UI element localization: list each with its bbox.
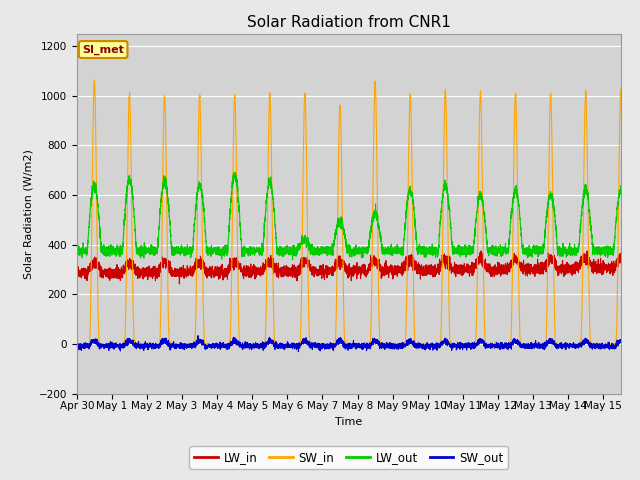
LW_in [570,268,577,274]
LW_out [217,251,225,257]
LW_out [231,169,239,175]
LW_in [175,281,183,287]
LW_out [570,250,577,256]
LW_in [477,248,485,254]
SW_out [73,346,81,352]
SW_in [91,77,99,83]
Y-axis label: Solar Radiation (W/m2): Solar Radiation (W/m2) [23,149,33,278]
SW_in [529,345,536,351]
LW_in [73,273,81,279]
SW_out [570,340,577,346]
SW_in [217,343,225,348]
SW_out [294,349,302,355]
LW_out [617,183,625,189]
SW_in [115,343,122,348]
SW_out [195,333,202,338]
Line: SW_in: SW_in [77,80,621,348]
Text: SI_met: SI_met [82,44,124,55]
SW_in [520,342,527,348]
SW_out [463,342,470,348]
LW_out [520,248,527,254]
SW_out [617,338,625,344]
SW_in [617,86,625,92]
Line: LW_in: LW_in [77,251,621,284]
LW_in [520,262,527,268]
SW_out [114,342,122,348]
LW_out [114,247,122,253]
Title: Solar Radiation from CNR1: Solar Radiation from CNR1 [247,15,451,30]
SW_in [570,342,577,348]
LW_in [237,261,244,266]
Line: LW_out: LW_out [77,172,621,260]
LW_in [463,264,470,270]
Line: SW_out: SW_out [77,336,621,352]
LW_out [289,257,296,263]
SW_out [237,344,244,349]
LW_in [114,271,122,276]
LW_in [617,255,625,261]
SW_out [217,343,225,349]
X-axis label: Time: Time [335,417,362,427]
LW_out [237,228,244,234]
LW_out [463,246,470,252]
SW_out [520,341,527,347]
SW_in [463,342,470,348]
SW_in [237,340,244,346]
Legend: LW_in, SW_in, LW_out, SW_out: LW_in, SW_in, LW_out, SW_out [189,446,508,469]
LW_out [73,247,81,252]
LW_in [217,271,225,277]
SW_in [73,343,81,348]
